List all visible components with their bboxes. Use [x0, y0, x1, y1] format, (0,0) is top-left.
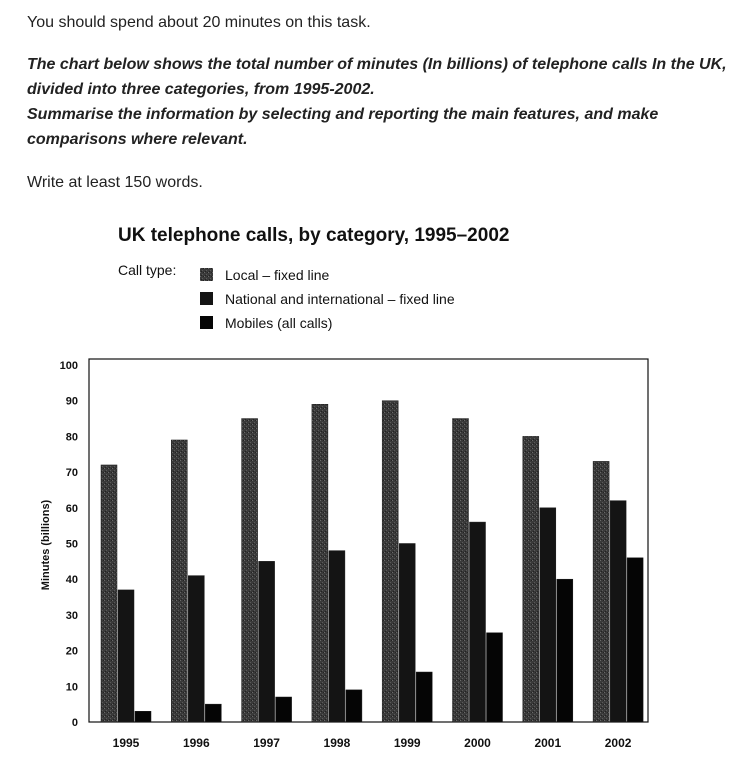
legend: Local – fixed line National and internati… [200, 267, 455, 331]
x-tick-label: 2001 [534, 736, 561, 750]
x-tick-label: 1998 [324, 736, 351, 750]
bar-2000-series-2 [469, 521, 486, 723]
y-axis: 0 10 20 30 40 50 60 70 80 90 100 [60, 360, 78, 729]
x-tick-label: 1996 [183, 736, 210, 750]
y-tick-label: 60 [66, 503, 78, 515]
plot-area [88, 358, 649, 723]
legend-label-2: National and international – fixed line [225, 291, 455, 307]
bar-2001-series-2 [539, 507, 557, 723]
bar-1997-series-1 [241, 418, 258, 723]
bar-2001-series-3 [556, 578, 574, 723]
word-limit: Write at least 150 words. [27, 174, 203, 191]
time-note: You should spend about 20 minutes on thi… [27, 14, 371, 31]
bar-1995-series-3 [134, 711, 152, 723]
y-tick-label: 20 [66, 646, 78, 658]
legend-swatch-2 [200, 292, 213, 305]
legend-label-3: Mobiles (all calls) [225, 315, 332, 331]
bar-1999-series-2 [398, 543, 416, 723]
x-tick-label: 1999 [394, 736, 421, 750]
task-block: You should spend about 20 minutes on thi… [27, 12, 732, 194]
bar-2000-series-1 [452, 418, 469, 723]
legend-swatch-1 [200, 268, 213, 281]
x-axis: 1995 1996 1997 1998 1999 2000 2001 2002 [113, 736, 632, 750]
x-tick-label: 2000 [464, 736, 491, 750]
bar-2002-series-1 [592, 461, 610, 723]
bar-1999-series-1 [381, 400, 399, 723]
x-tick-label: 2002 [605, 736, 632, 750]
y-tick-label: 50 [66, 539, 78, 551]
bars-group [100, 400, 644, 723]
bar-1999-series-3 [415, 671, 433, 723]
bar-2000-series-3 [486, 632, 503, 723]
instruction-line-2: Summarise the information by selecting a… [27, 106, 659, 148]
bar-1995-series-1 [100, 464, 118, 723]
bar-1998-series-1 [311, 404, 329, 723]
bar-1996-series-2 [188, 575, 205, 723]
bar-1997-series-2 [258, 561, 275, 723]
y-tick-label: 0 [72, 717, 78, 729]
y-axis-label: Minutes (billions) [40, 499, 52, 590]
y-tick-label: 100 [60, 360, 78, 372]
legend-label-1: Local – fixed line [225, 267, 330, 283]
y-tick-label: 80 [66, 431, 78, 443]
y-tick-label: 10 [66, 681, 78, 693]
bar-2002-series-2 [609, 500, 627, 723]
y-tick-label: 90 [66, 396, 78, 408]
bar-2002-series-3 [626, 557, 644, 723]
x-tick-label: 1997 [253, 736, 280, 750]
y-tick-label: 40 [66, 574, 78, 586]
bar-1995-series-2 [117, 589, 135, 723]
bar-1997-series-3 [275, 696, 292, 723]
legend-title: Call type: [118, 262, 176, 278]
bar-1996-series-1 [171, 439, 188, 723]
legend-swatch-3 [200, 316, 213, 329]
bar-1996-series-3 [205, 703, 222, 723]
chart-title: UK telephone calls, by category, 1995–20… [118, 225, 509, 246]
y-tick-label: 30 [66, 610, 78, 622]
y-tick-label: 70 [66, 467, 78, 479]
instruction-line-1: The chart below shows the total number o… [27, 56, 727, 98]
bar-2001-series-1 [522, 436, 540, 723]
x-tick-label: 1995 [113, 736, 140, 750]
bar-1998-series-3 [345, 689, 363, 723]
bar-1998-series-2 [328, 550, 346, 723]
